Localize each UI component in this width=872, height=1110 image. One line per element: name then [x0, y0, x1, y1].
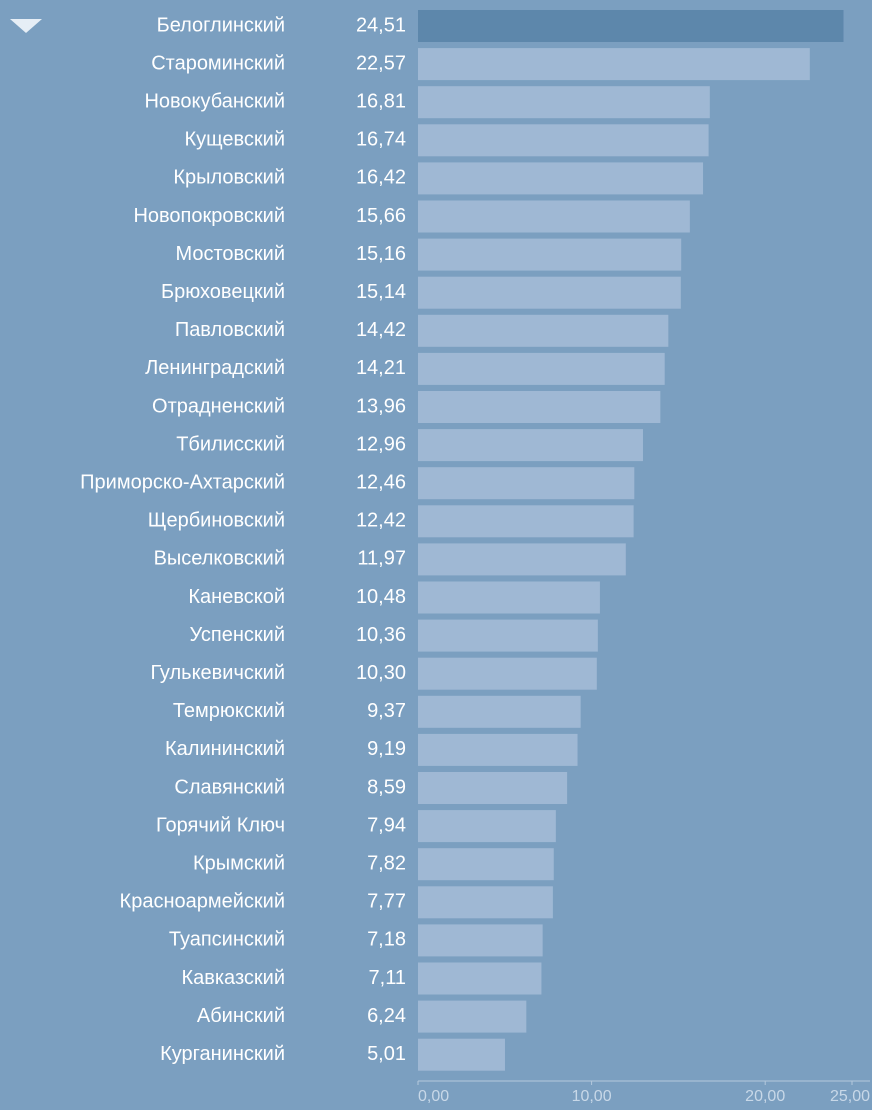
category-label: Белоглинский	[157, 14, 285, 36]
bar	[418, 200, 690, 233]
bar	[418, 886, 553, 919]
value-label: 16,81	[356, 90, 406, 112]
bar	[418, 429, 643, 462]
value-label: 5,01	[367, 1043, 406, 1065]
category-label: Кавказский	[181, 967, 285, 989]
bar	[418, 619, 598, 652]
bar	[418, 162, 704, 195]
bar	[418, 238, 682, 271]
value-label: 7,82	[367, 852, 406, 874]
value-label: 9,37	[367, 700, 406, 722]
x-tick-label: 10,00	[572, 1088, 612, 1105]
value-label: 7,94	[367, 814, 406, 836]
bar	[418, 314, 669, 347]
category-label: Горячий Ключ	[156, 814, 285, 836]
bar	[418, 276, 681, 309]
category-label: Курганинский	[160, 1043, 285, 1065]
value-label: 12,42	[356, 510, 406, 532]
value-label: 12,46	[356, 471, 406, 493]
category-label: Крымский	[193, 852, 285, 874]
x-tick-label: 20,00	[745, 1088, 785, 1105]
value-label: 22,57	[356, 52, 406, 74]
bar	[418, 772, 568, 804]
value-label: 10,36	[356, 624, 406, 646]
category-label: Каневской	[188, 586, 285, 608]
bar	[418, 695, 581, 728]
value-label: 16,42	[356, 167, 406, 189]
category-label: Успенский	[190, 624, 285, 646]
category-label: Староминский	[151, 52, 285, 74]
category-label: Абинский	[197, 1005, 285, 1027]
bar	[418, 391, 661, 423]
bar	[418, 848, 554, 881]
bar	[418, 48, 810, 81]
bar	[418, 86, 710, 119]
category-label: Новопокровский	[133, 205, 285, 227]
value-label: 15,66	[356, 205, 406, 227]
category-label: Гулькевичский	[150, 662, 285, 684]
bar	[418, 810, 556, 843]
bar	[418, 1038, 505, 1071]
x-tick-label: 0,00	[418, 1088, 449, 1105]
bar	[418, 124, 709, 157]
category-label: Славянский	[174, 776, 285, 798]
bar	[418, 733, 578, 766]
bar	[418, 352, 665, 385]
value-label: 7,11	[369, 967, 406, 989]
value-label: 12,96	[356, 433, 406, 455]
bar	[418, 543, 626, 576]
x-tick-label: 25,00	[830, 1088, 870, 1105]
category-label: Новокубанский	[144, 90, 285, 112]
category-label: Красноармейский	[120, 891, 285, 913]
value-label: 24,51	[356, 14, 406, 36]
value-label: 9,19	[367, 738, 406, 760]
bar	[418, 10, 844, 42]
bar	[418, 581, 600, 614]
value-label: 13,96	[356, 395, 406, 417]
value-label: 7,77	[367, 891, 406, 913]
bar	[418, 1000, 527, 1033]
category-label: Мостовский	[175, 243, 285, 265]
bar	[418, 467, 635, 500]
value-label: 16,74	[356, 129, 406, 151]
category-label: Щербиновский	[148, 510, 285, 532]
category-label: Ленинградский	[145, 357, 285, 379]
value-label: 10,30	[356, 662, 406, 684]
value-label: 15,14	[356, 281, 406, 303]
category-label: Туапсинский	[169, 929, 285, 951]
value-label: 6,24	[367, 1005, 406, 1027]
bar	[418, 505, 634, 538]
value-label: 14,42	[356, 319, 406, 341]
category-label: Павловский	[175, 319, 285, 341]
value-label: 15,16	[356, 243, 406, 265]
bar	[418, 657, 597, 690]
category-label: Брюховецкий	[161, 281, 285, 303]
category-label: Тбилисский	[176, 433, 285, 455]
category-label: Темрюкский	[173, 700, 285, 722]
category-label: Выселковский	[154, 548, 285, 570]
dropdown-icon[interactable]	[10, 19, 42, 33]
value-label: 14,21	[356, 357, 406, 379]
category-label: Отрадненский	[152, 395, 285, 417]
value-label: 10,48	[356, 586, 406, 608]
bar	[418, 924, 543, 957]
value-label: 11,97	[357, 548, 406, 570]
value-label: 8,59	[367, 776, 406, 798]
category-label: Приморско-Ахтарский	[80, 471, 285, 493]
category-label: Крыловский	[173, 167, 285, 189]
category-label: Калининский	[165, 738, 285, 760]
bar	[418, 962, 542, 995]
value-label: 7,18	[367, 929, 406, 951]
category-label: Кущевский	[185, 129, 286, 151]
